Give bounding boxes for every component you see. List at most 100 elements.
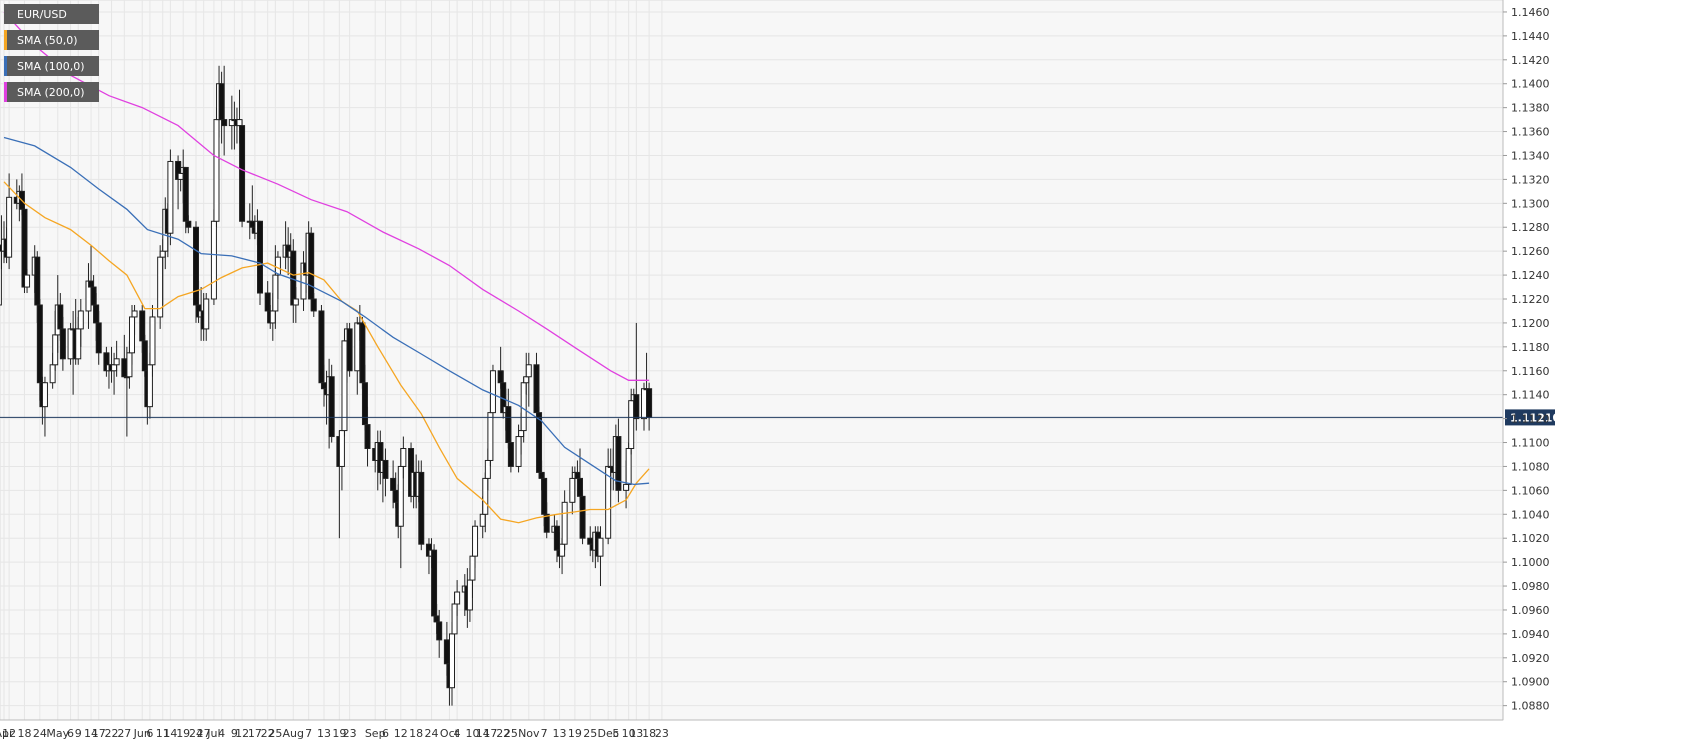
candle-body [451, 603, 458, 635]
candle-body [431, 549, 438, 617]
candle [382, 448, 389, 497]
candle [6, 173, 13, 270]
x-tick-label: 22 [261, 727, 275, 740]
candle [597, 526, 604, 587]
candle-body [321, 382, 327, 390]
y-tick-label: 1.1360 [1511, 126, 1550, 139]
x-tick-label: 14 [163, 727, 177, 740]
legend-label: EUR/USD [17, 7, 67, 21]
y-tick-label: 1.1340 [1511, 149, 1550, 162]
candle [346, 322, 353, 377]
candle-body [0, 244, 2, 306]
x-tick-label: Apr [0, 727, 14, 740]
candle [167, 149, 174, 246]
x-tick-label: 11 [156, 727, 170, 740]
candle-body [433, 615, 440, 623]
candle-body [139, 310, 146, 342]
y-tick-label: 1.1180 [1511, 341, 1550, 354]
candle [41, 376, 48, 437]
y-tick-label: 1.1300 [1511, 197, 1550, 210]
y-tick-label: 1.1200 [1511, 317, 1550, 330]
candle-body [469, 555, 476, 581]
x-tick-label: 7 [305, 727, 312, 740]
y-tick-label: 1.1040 [1511, 508, 1550, 521]
y-tick-label: 1.0920 [1511, 652, 1550, 665]
legend-item[interactable]: SMA (50,0) [4, 30, 99, 50]
candle-body [49, 364, 56, 384]
x-tick-label: 6 [382, 727, 389, 740]
x-tick-label: 17 [92, 727, 106, 740]
candle-body [536, 412, 543, 473]
x-tick-label: 5 [612, 727, 619, 740]
candle [77, 299, 84, 347]
candle-body [633, 394, 640, 420]
candle [318, 304, 325, 389]
candle-body [75, 328, 82, 360]
candle-body [382, 459, 389, 479]
x-tick-label: 25 [268, 727, 282, 740]
candle [418, 460, 425, 551]
candle-body [538, 471, 545, 479]
candle [239, 119, 246, 228]
candle [203, 293, 210, 341]
x-tick-label: May [46, 727, 69, 740]
candle-body [185, 220, 192, 228]
legend: EUR/USD SMA (50,0) SMA (100,0) SMA (200,0) [4, 4, 99, 108]
x-tick-label: 23 [343, 727, 357, 740]
legend-item[interactable]: SMA (100,0) [4, 56, 99, 76]
candle-body [543, 513, 550, 533]
x-tick-label: 22 [105, 727, 119, 740]
candle-body [257, 220, 263, 294]
y-tick-label: 1.0960 [1511, 604, 1550, 617]
candle [359, 316, 366, 389]
candle-body [93, 304, 100, 324]
candle [328, 364, 335, 443]
x-tick-label: 6 [146, 727, 153, 740]
y-tick-label: 1.0980 [1511, 580, 1550, 593]
candle-body [390, 477, 397, 491]
candle-body [449, 633, 455, 689]
candle-body [126, 352, 133, 378]
sma-lines [3, 11, 650, 524]
y-tick-label: 1.1160 [1511, 365, 1550, 378]
candle-body [141, 340, 148, 372]
x-tick-label: 18 [17, 727, 31, 740]
candle-body [579, 495, 586, 539]
x-tick-label: 14 [476, 727, 490, 740]
sma-line [3, 136, 650, 486]
candle-body [210, 220, 217, 300]
candle [149, 304, 156, 377]
x-tick-label: 13 [629, 727, 643, 740]
x-tick-label: 27 [117, 727, 131, 740]
legend-item[interactable]: SMA (200,0) [4, 82, 99, 102]
legend-item[interactable]: EUR/USD [4, 4, 99, 24]
candle [0, 244, 2, 306]
candle [579, 490, 586, 545]
candle-body [6, 196, 13, 258]
candle-body [177, 172, 184, 180]
candle-body [615, 436, 622, 491]
plot-area [0, 0, 1504, 721]
candle-body [57, 304, 64, 330]
candle [310, 293, 317, 317]
x-tick-label: Sep [365, 727, 386, 740]
candle-body [646, 388, 653, 418]
candle [561, 490, 568, 551]
candle-body [221, 119, 228, 127]
x-tick-label: 10 [622, 727, 636, 740]
x-tick-label: 9 [75, 727, 82, 740]
candle-body [34, 256, 41, 306]
x-tick-label: 13 [317, 727, 331, 740]
candle-body [392, 489, 399, 503]
candle-body [129, 316, 135, 354]
candle [221, 65, 228, 156]
candle-body [67, 328, 74, 360]
candle [95, 310, 102, 365]
candle [213, 107, 220, 228]
y-tick-label: 1.0940 [1511, 628, 1550, 641]
candle [507, 418, 514, 473]
y-tick-label: 1.0880 [1511, 700, 1550, 713]
y-tick-label: 1.1220 [1511, 293, 1550, 306]
y-tick-label: 1.1320 [1511, 173, 1550, 186]
current-price-line: 1.11210 [0, 409, 1560, 426]
